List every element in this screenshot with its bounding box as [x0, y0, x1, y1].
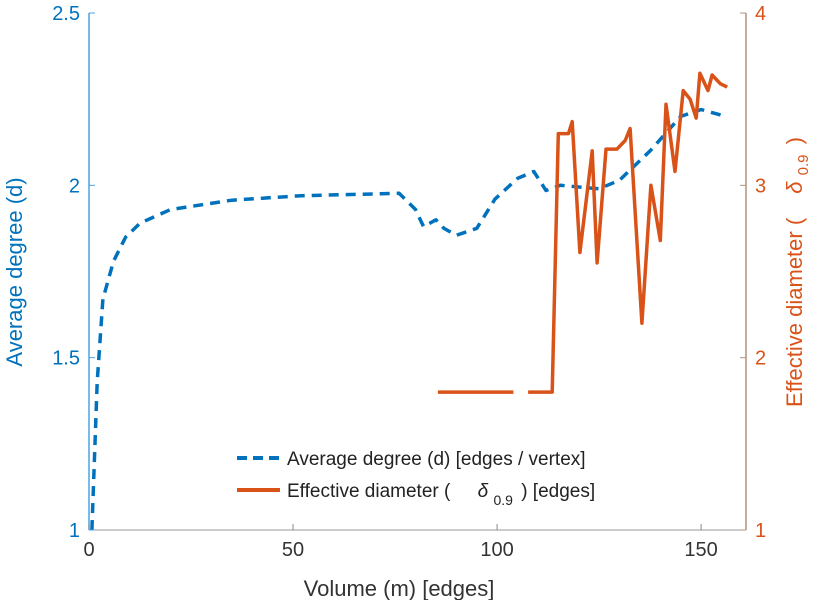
left-y-tick-label: 1.5: [52, 348, 80, 370]
left-y-tick-label: 2.5: [52, 3, 80, 25]
x-tick-label: 100: [480, 539, 513, 561]
right-y-tick-label: 4: [755, 3, 766, 25]
plot-area: [90, 71, 728, 531]
x-tick-label: 150: [684, 539, 717, 561]
right-y-label-sub: 0.9: [795, 154, 812, 175]
left-y-axis-label: Average degree (d): [2, 177, 27, 366]
right-y-tick-label: 1: [755, 520, 766, 542]
x-axis-label: Volume (m) [edges]: [304, 576, 495, 600]
right-y-label-suffix: ): [782, 137, 807, 144]
legend-label-prefix: Effective diameter (: [287, 481, 451, 502]
right-y-label-prefix: Effective diameter (: [782, 217, 807, 407]
right-y-axis-label: Effective diameter ( δ 0.9 ): [782, 137, 813, 407]
legend: Average degree (d) [edges / vertex] Effe…: [237, 449, 595, 510]
legend-label-average-degree: Average degree (d) [edges / vertex]: [287, 449, 586, 470]
left-y-tick-label: 1: [69, 520, 80, 542]
legend-label-symbol: δ: [478, 481, 489, 502]
legend-label-suffix: ) [edges]: [521, 481, 595, 502]
legend-label-effective-diameter: Effective diameter ( δ 0.9 ) [edges]: [287, 481, 595, 510]
x-tick-label: 50: [282, 539, 304, 561]
right-y-tick-label: 2: [755, 348, 766, 370]
right-y-label-symbol: δ: [782, 181, 807, 194]
average-degree-line: [90, 107, 727, 531]
right-y-tick-label: 3: [755, 175, 766, 197]
effective-diameter-line: [528, 71, 728, 394]
x-tick-label: 0: [83, 539, 94, 561]
left-y-tick-label: 2: [69, 175, 80, 197]
legend-label-sub: 0.9: [493, 492, 513, 508]
axes: 0 50 100 150 1 1.5 2 2.5 1 2 3 4: [52, 3, 766, 561]
